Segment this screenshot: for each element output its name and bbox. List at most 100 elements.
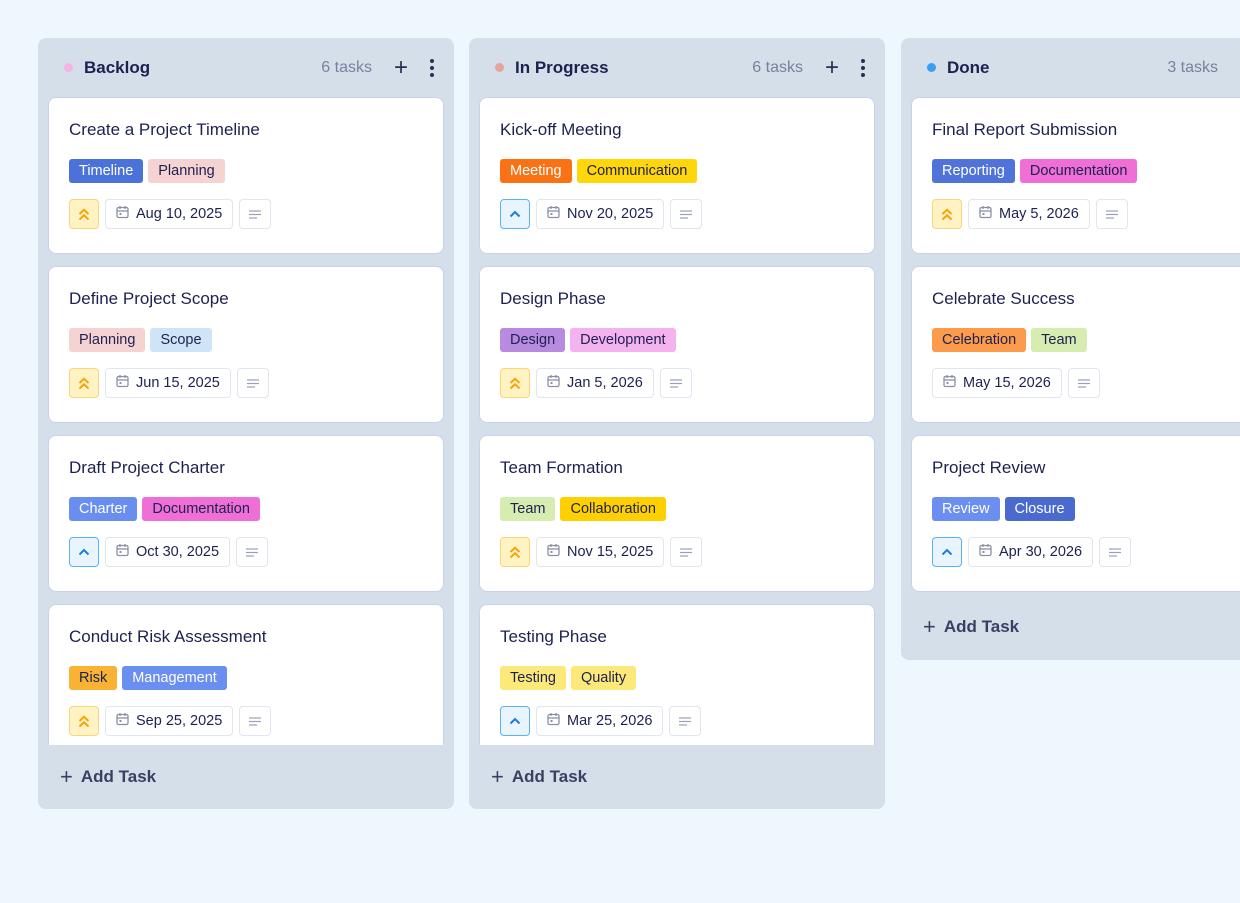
tag: Planning <box>148 159 225 183</box>
task-meta: Sep 25, 2025 <box>69 706 423 736</box>
calendar-icon <box>943 374 956 392</box>
tag: Celebration <box>932 328 1027 352</box>
add-icon[interactable]: + <box>393 53 408 81</box>
task-title: Testing Phase <box>500 627 607 646</box>
due-date-text: Jan 5, 2026 <box>567 375 643 391</box>
task-card[interactable]: Final Report Submission Reporting Documen… <box>911 97 1240 254</box>
task-title: Design Phase <box>500 289 606 308</box>
due-date[interactable]: Oct 30, 2025 <box>105 537 231 567</box>
tag-list: Planning Scope <box>69 328 423 352</box>
task-title: Project Review <box>932 458 1046 477</box>
due-date[interactable]: Aug 10, 2025 <box>105 199 234 229</box>
add-task-label: Add Task <box>943 617 1020 636</box>
column-in-progress: In Progress 6 tasks + Kick-off Meeting Me… <box>469 38 885 809</box>
description-icon[interactable] <box>236 368 269 398</box>
tag: Development <box>570 328 676 352</box>
tag-list: Team Collaboration <box>500 497 854 521</box>
card-list[interactable]: Kick-off Meeting Meeting Communication Nov… <box>469 97 885 745</box>
task-card[interactable]: Conduct Risk Assessment Risk Management Se… <box>48 604 444 745</box>
due-date[interactable]: Apr 30, 2026 <box>968 537 1094 567</box>
description-icon[interactable] <box>669 706 702 736</box>
status-dot-icon <box>927 63 936 72</box>
tag: Testing <box>500 666 566 690</box>
column-backlog: Backlog 6 tasks + Create a Project Timeli… <box>38 38 454 809</box>
tag: Design <box>500 328 566 352</box>
plus-icon: + <box>491 764 504 789</box>
task-title: Team Formation <box>500 458 623 477</box>
task-card[interactable]: Testing Phase Testing Quality Mar 25, 2026 <box>479 604 875 745</box>
task-meta: May 15, 2026 <box>932 368 1220 398</box>
task-card[interactable]: Design Phase Design Development Jan 5, 202… <box>479 266 875 423</box>
task-card[interactable]: Kick-off Meeting Meeting Communication Nov… <box>479 97 875 254</box>
due-date-text: Aug 10, 2025 <box>136 206 223 222</box>
tag: Team <box>500 497 556 521</box>
task-meta: Apr 30, 2026 <box>932 537 1220 567</box>
tag: Meeting <box>500 159 572 183</box>
description-icon[interactable] <box>1099 537 1132 567</box>
tag: Documentation <box>1019 159 1138 183</box>
priority-medium-icon[interactable] <box>69 537 99 567</box>
due-date[interactable]: May 15, 2026 <box>932 368 1062 398</box>
description-icon[interactable] <box>659 368 692 398</box>
task-meta: Mar 25, 2026 <box>500 706 854 736</box>
calendar-icon <box>547 712 560 730</box>
due-date[interactable]: Jun 15, 2025 <box>105 368 231 398</box>
more-options-icon[interactable] <box>430 58 434 77</box>
due-date[interactable]: Sep 25, 2025 <box>105 706 234 736</box>
description-icon[interactable] <box>670 537 703 567</box>
priority-high-icon[interactable] <box>69 199 99 229</box>
due-date[interactable]: Jan 5, 2026 <box>536 368 654 398</box>
task-card[interactable]: Team Formation Team Collaboration Nov 15, … <box>479 435 875 592</box>
add-task-button[interactable]: + Add Task <box>901 592 1240 660</box>
priority-medium-icon[interactable] <box>500 706 530 736</box>
tag: Charter <box>69 497 138 521</box>
add-task-label: Add Task <box>511 767 588 786</box>
add-task-button[interactable]: + Add Task <box>469 745 885 809</box>
tag: Planning <box>69 328 146 352</box>
priority-high-icon[interactable] <box>500 368 530 398</box>
priority-high-icon[interactable] <box>932 199 962 229</box>
calendar-icon <box>979 205 992 223</box>
task-card[interactable]: Celebrate Success Celebration Team May 15,… <box>911 266 1240 423</box>
column-done: Done 3 tasks Final Report Submission Rep… <box>901 38 1240 660</box>
due-date-text: May 15, 2026 <box>963 375 1051 391</box>
task-card[interactable]: Create a Project Timeline Timeline Planni… <box>48 97 444 254</box>
task-card[interactable]: Draft Project Charter Charter Documentati… <box>48 435 444 592</box>
description-icon[interactable] <box>1095 199 1128 229</box>
description-icon[interactable] <box>239 199 272 229</box>
due-date[interactable]: Nov 15, 2025 <box>536 537 665 567</box>
due-date-text: Nov 20, 2025 <box>567 206 654 222</box>
card-list[interactable]: Create a Project Timeline Timeline Planni… <box>38 97 454 745</box>
due-date[interactable]: Nov 20, 2025 <box>536 199 665 229</box>
more-options-icon[interactable] <box>861 58 865 77</box>
priority-medium-icon[interactable] <box>932 537 962 567</box>
calendar-icon <box>116 543 129 561</box>
task-count: 3 tasks <box>1167 58 1218 76</box>
description-icon[interactable] <box>236 537 269 567</box>
tag-list: Reporting Documentation <box>932 159 1220 183</box>
description-icon[interactable] <box>1067 368 1100 398</box>
card-list[interactable]: Final Report Submission Reporting Documen… <box>901 97 1240 604</box>
task-meta: Jan 5, 2026 <box>500 368 854 398</box>
description-icon[interactable] <box>670 199 703 229</box>
due-date-text: May 5, 2026 <box>999 206 1079 222</box>
due-date[interactable]: Mar 25, 2026 <box>536 706 664 736</box>
column-title: In Progress <box>515 57 609 77</box>
add-icon[interactable]: + <box>824 53 839 81</box>
due-date-text: Oct 30, 2025 <box>136 544 220 560</box>
priority-medium-icon[interactable] <box>500 199 530 229</box>
priority-high-icon[interactable] <box>69 368 99 398</box>
add-task-label: Add Task <box>80 767 157 786</box>
add-task-button[interactable]: + Add Task <box>38 745 454 809</box>
priority-high-icon[interactable] <box>500 537 530 567</box>
description-icon[interactable] <box>239 706 272 736</box>
due-date[interactable]: May 5, 2026 <box>968 199 1090 229</box>
task-meta: Nov 20, 2025 <box>500 199 854 229</box>
task-title: Define Project Scope <box>69 289 229 308</box>
priority-high-icon[interactable] <box>69 706 99 736</box>
task-title: Create a Project Timeline <box>69 120 260 139</box>
due-date-text: Sep 25, 2025 <box>136 713 223 729</box>
task-title: Celebrate Success <box>932 289 1075 308</box>
task-card[interactable]: Define Project Scope Planning Scope Jun 15… <box>48 266 444 423</box>
task-card[interactable]: Project Review Review Closure Apr 30, 2026 <box>911 435 1240 592</box>
